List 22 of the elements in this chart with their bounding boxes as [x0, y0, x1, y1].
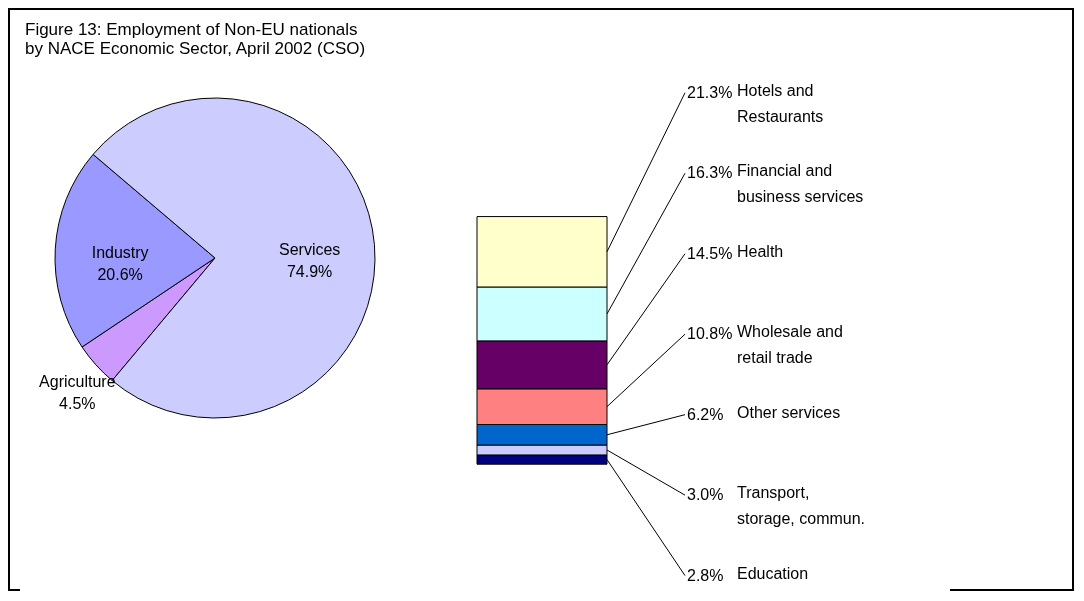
data-label: 6.2%: [687, 405, 724, 423]
data-label: 2.8%: [687, 566, 724, 584]
slice-label: Services: [278, 241, 341, 259]
text: Wholesale and retail trade: [737, 323, 843, 367]
data-label: 20.6%: [97, 265, 143, 283]
text: Health: [737, 242, 784, 260]
text: Figure 13: Employment of Non-EU nationals: [25, 20, 358, 39]
data-label: 4.5%: [59, 394, 96, 412]
text: Other services: [737, 403, 841, 421]
text: Transport, storage, commun.: [737, 484, 866, 528]
slice-label: Industry: [91, 243, 149, 261]
data-label: 74.9%: [286, 263, 333, 281]
text: by NACE Economic Sector, April 2002 (CSO): [25, 39, 366, 58]
data-label: 21.3%: [687, 83, 733, 101]
data-label: 3.0%: [687, 486, 724, 504]
data-label: 10.8%: [687, 325, 733, 343]
data-label: 14.5%: [687, 244, 733, 262]
data-label: 16.3%: [687, 164, 733, 182]
text: Hotels and Restaurants: [737, 81, 824, 125]
slice-label: Agriculture: [39, 372, 116, 390]
text: Financial and business services: [737, 162, 864, 206]
text: Education: [737, 564, 809, 582]
